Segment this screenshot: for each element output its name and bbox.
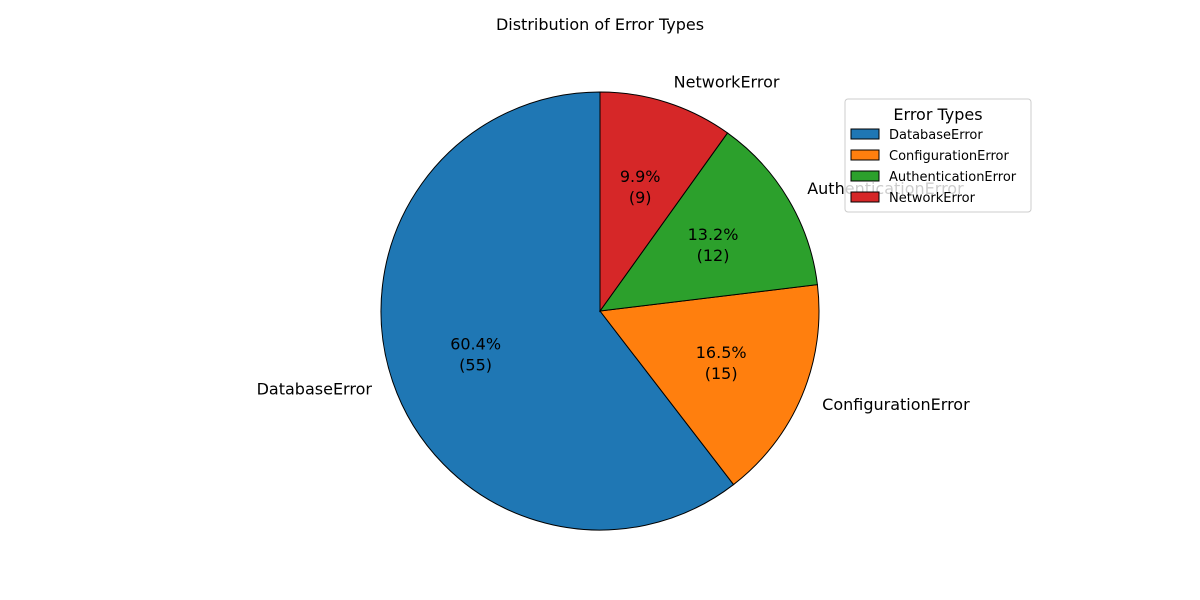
slice-percent-networkerror: 9.9% bbox=[620, 167, 661, 186]
slice-percent-authenticationerror: 13.2% bbox=[688, 225, 739, 244]
slice-percent-databaseerror: 60.4% bbox=[450, 334, 501, 353]
pie-slice-networkerror bbox=[599, 91, 729, 313]
legend-label-networkerror: NetworkError bbox=[889, 191, 976, 206]
pie-slice-authenticationerror bbox=[598, 132, 818, 312]
legend-label-databaseerror: DatabaseError bbox=[889, 128, 983, 143]
legend-label-authenticationerror: AuthenticationError bbox=[889, 170, 1017, 185]
legend-entries: DatabaseError ConfigurationError Authentic… bbox=[850, 128, 1017, 206]
legend-swatch-authenticationerror bbox=[850, 170, 880, 182]
pie-slice-configurationerror bbox=[599, 284, 820, 486]
slice-percent-configurationerror: 16.5% bbox=[696, 343, 747, 362]
slice-label-configurationerror: ConfigurationError bbox=[822, 395, 970, 414]
legend: Error Types DatabaseError ConfigurationEr… bbox=[844, 98, 1032, 213]
slice-count-databaseerror: (55) bbox=[459, 355, 492, 374]
legend-label-configurationerror: ConfigurationError bbox=[889, 149, 1010, 164]
chart-title: Distribution of Error Types bbox=[496, 15, 704, 34]
legend-swatch-configurationerror bbox=[850, 149, 880, 161]
slice-count-configurationerror: (15) bbox=[705, 364, 738, 383]
slice-count-authenticationerror: (12) bbox=[697, 246, 730, 265]
legend-swatch-databaseerror bbox=[850, 128, 880, 140]
pie-slice-databaseerror bbox=[380, 91, 735, 531]
legend-frame bbox=[844, 98, 1032, 213]
slice-label-databaseerror: DatabaseError bbox=[257, 380, 373, 399]
legend-title: Error Types bbox=[893, 105, 982, 124]
legend-swatch-networkerror bbox=[850, 191, 880, 203]
slice-count-networkerror: (9) bbox=[629, 188, 652, 207]
slice-label-networkerror: NetworkError bbox=[674, 73, 780, 92]
slices-layer bbox=[380, 91, 820, 531]
